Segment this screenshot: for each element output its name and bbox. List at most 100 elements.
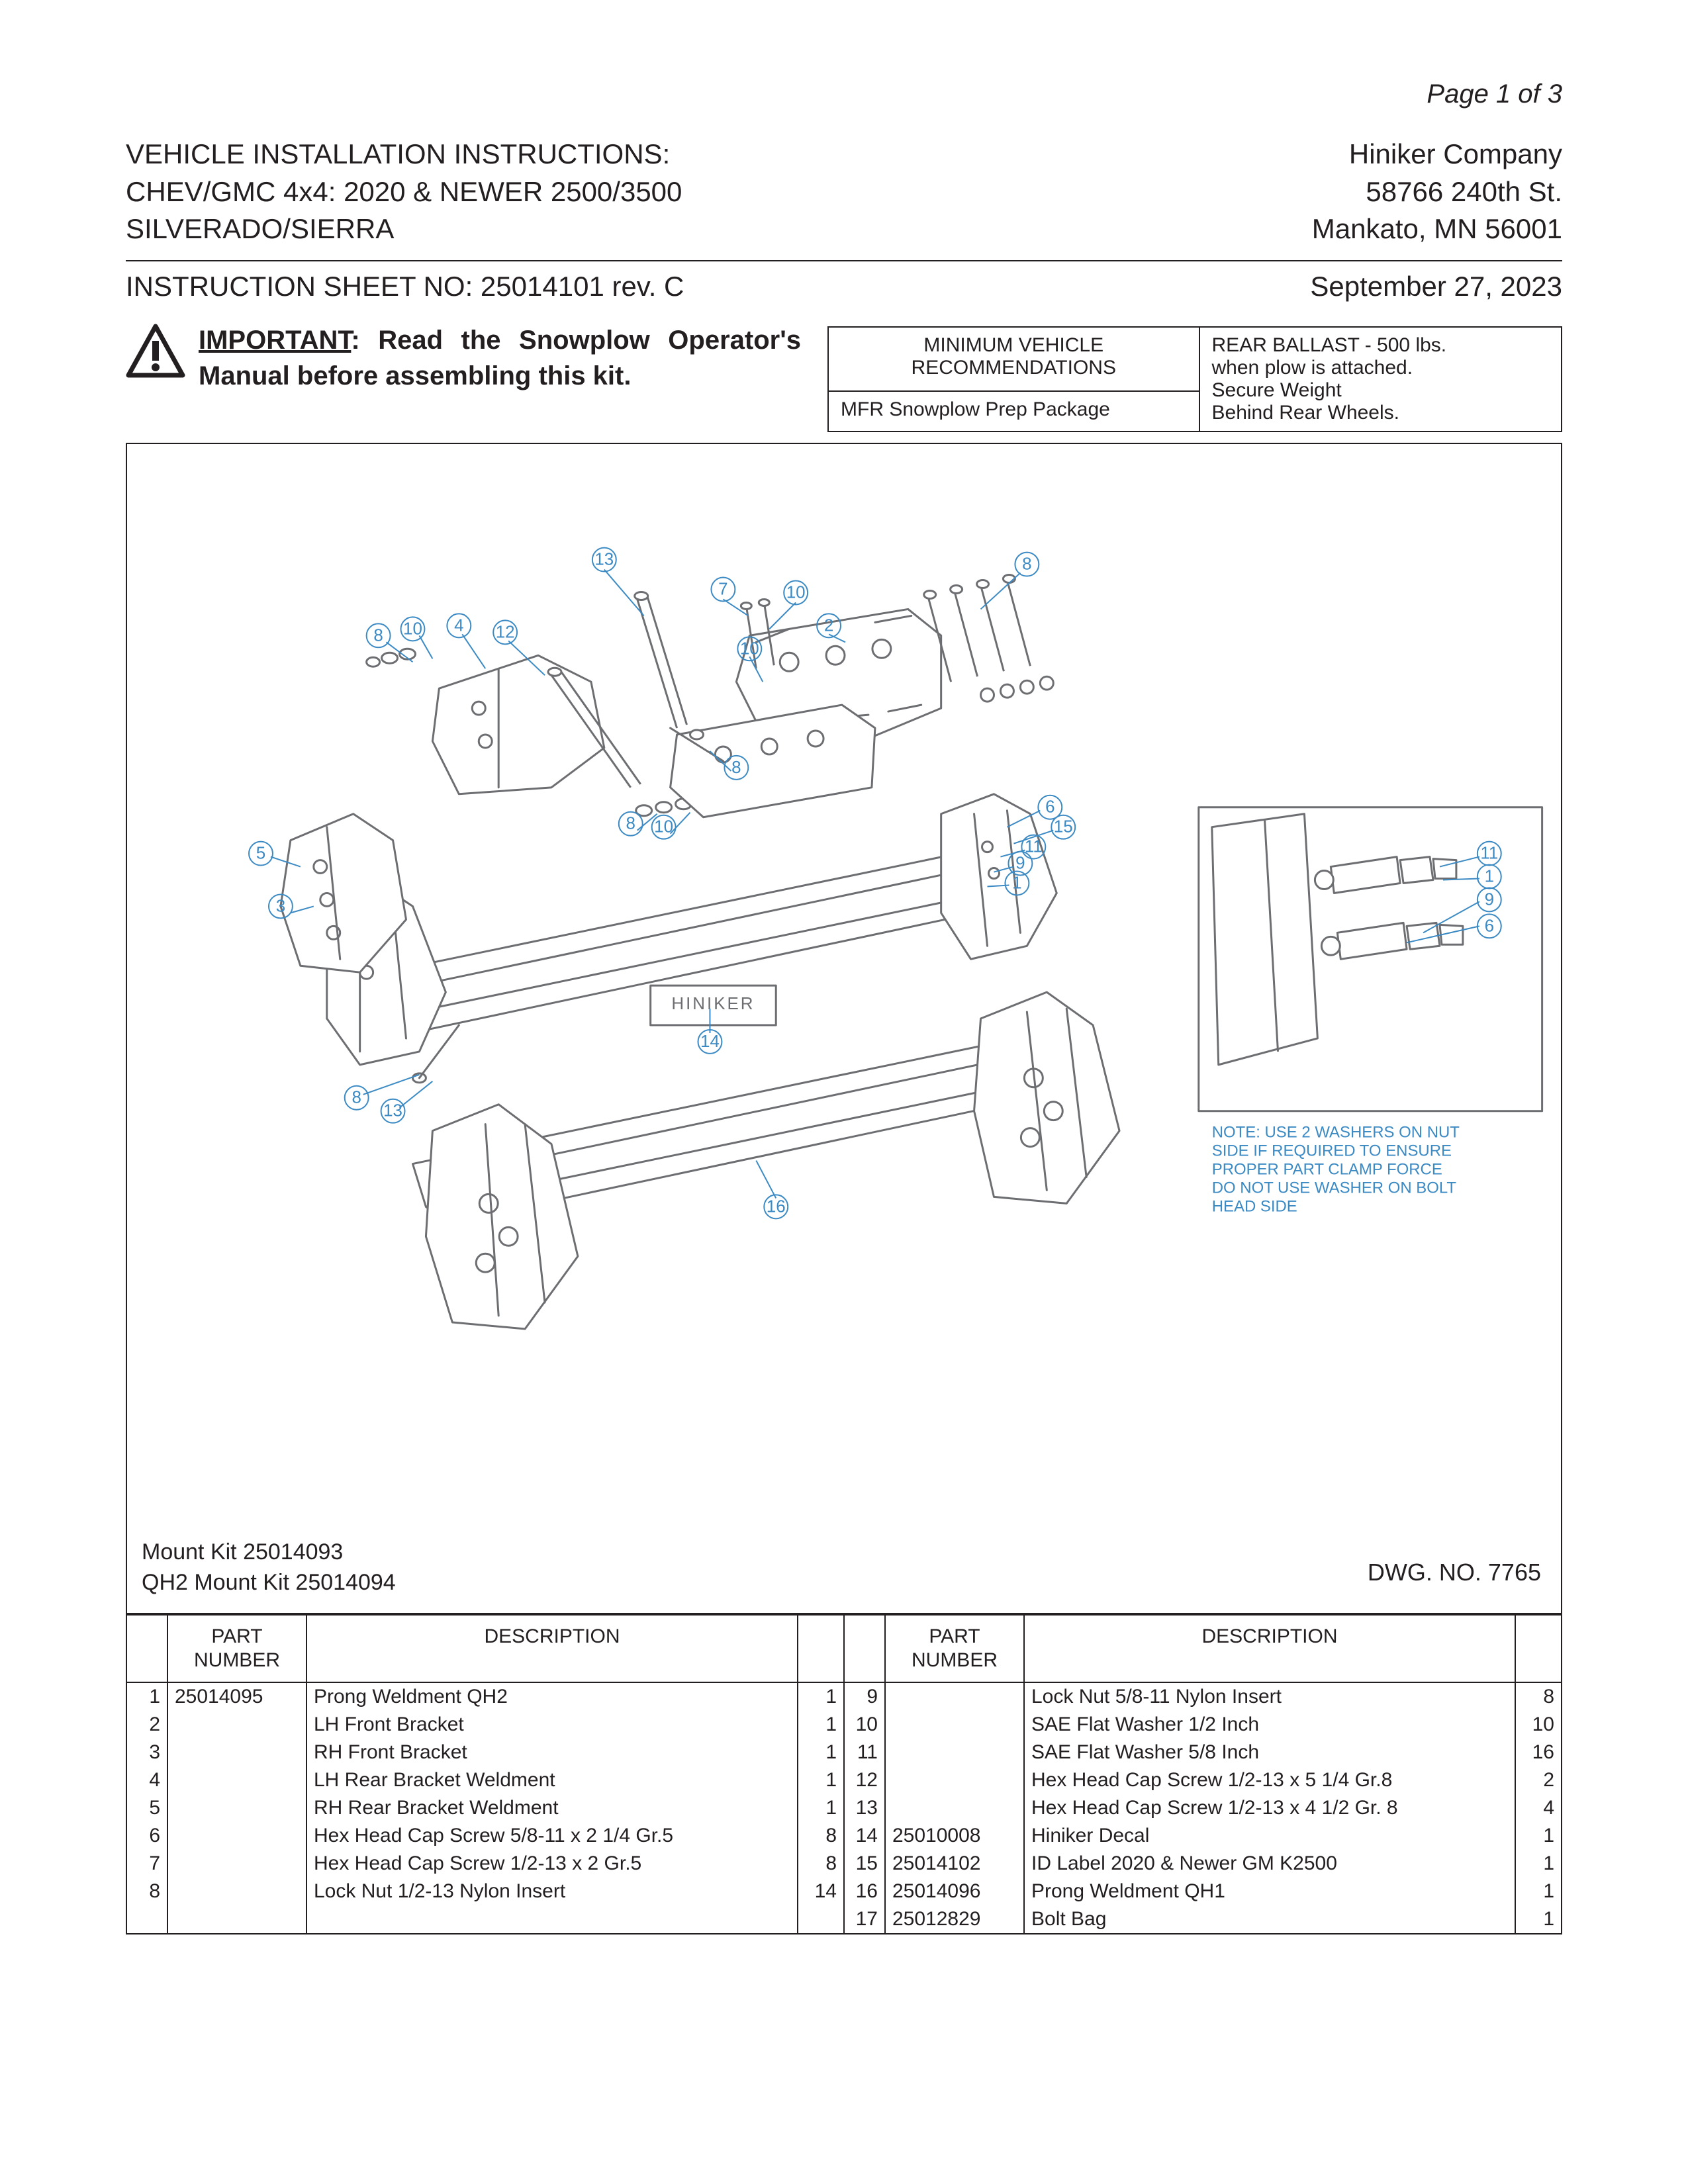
svg-text:9: 9 [1015,854,1025,873]
recommendation-table: MINIMUM VEHICLE RECOMMENDATIONS REAR BAL… [827,326,1562,432]
th-qty-l [798,1615,844,1682]
svg-text:16: 16 [767,1197,786,1216]
sheet-number: INSTRUCTION SHEET NO: 25014101 rev. C [126,271,684,302]
parts-cell: 1 [1515,1850,1562,1878]
parts-cell: 14 [844,1822,885,1850]
kit-labels: Mount Kit 25014093 QH2 Mount Kit 2501409… [142,1537,396,1598]
rec-title: MINIMUM VEHICLE RECOMMENDATIONS [828,327,1199,391]
parts-cell: 4 [126,1766,167,1794]
title-line2: CHEV/GMC 4x4: 2020 & NEWER 2500/3500 [126,173,682,211]
parts-cell: Lock Nut 5/8-11 Nylon Insert [1024,1682,1515,1711]
parts-cell: LH Front Bracket [306,1711,798,1739]
kit-line1: Mount Kit 25014093 [142,1537,396,1568]
parts-cell: Bolt Bag [1024,1905,1515,1934]
parts-cell: LH Rear Bracket Weldment [306,1766,798,1794]
th-qty-r [1515,1615,1562,1682]
svg-text:14: 14 [700,1032,720,1051]
rec-title-l2: RECOMMENDATIONS [841,357,1187,379]
parts-cell: SAE Flat Washer 1/2 Inch [1024,1711,1515,1739]
parts-cell [885,1711,1024,1739]
sheet-date: September 27, 2023 [1310,271,1562,302]
parts-cell: 25014102 [885,1850,1024,1878]
parts-cell [885,1766,1024,1794]
important-label: IMPORTANT [199,326,351,355]
parts-cell: Hiniker Decal [1024,1822,1515,1850]
ballast-l2: when plow is attached. [1212,357,1549,379]
important-text: IMPORTANT: Read the Snowplow Operator's … [199,322,801,394]
parts-cell: 9 [844,1682,885,1711]
parts-cell: 10 [1515,1711,1562,1739]
svg-text:5: 5 [256,844,265,863]
svg-text:11: 11 [1480,844,1498,863]
parts-cell [167,1766,306,1794]
parts-cell: 8 [798,1822,844,1850]
parts-cell: 1 [798,1682,844,1711]
rec-mfr: MFR Snowplow Prep Package [828,391,1199,432]
parts-cell [798,1905,844,1934]
parts-cell: 25012829 [885,1905,1024,1934]
parts-cell: 8 [126,1878,167,1905]
svg-text:1: 1 [1012,874,1021,893]
detail-note-l5: HEAD SIDE [1212,1197,1297,1215]
parts-cell: 1 [1515,1905,1562,1934]
svg-text:10: 10 [740,639,759,658]
svg-text:8: 8 [1022,555,1031,574]
exploded-diagram: HINIKER [126,443,1562,1614]
parts-cell: 1 [798,1711,844,1739]
detail-note-l2: SIDE IF REQUIRED TO ENSURE [1212,1142,1452,1160]
title-line3: SILVERADO/SIERRA [126,210,682,248]
parts-cell: 2 [1515,1766,1562,1794]
parts-cell [167,1905,306,1934]
parts-cell: RH Rear Bracket Weldment [306,1794,798,1822]
parts-cell: 8 [798,1850,844,1878]
kit-line2: QH2 Mount Kit 25014094 [142,1568,396,1598]
parts-cell: 3 [126,1739,167,1766]
parts-cell: 4 [1515,1794,1562,1822]
diagram-svg: HINIKER [127,444,1561,1613]
parts-cell [167,1878,306,1905]
header-right: Hiniker Company 58766 240th St. Mankato,… [1312,136,1562,248]
parts-cell: 2 [126,1711,167,1739]
parts-cell: 1 [126,1682,167,1711]
parts-cell: 16 [1515,1739,1562,1766]
company-addr2: Mankato, MN 56001 [1312,210,1562,248]
parts-cell: 1 [798,1766,844,1794]
svg-text:6: 6 [1045,798,1055,817]
ballast-l4: Behind Rear Wheels. [1212,402,1549,424]
parts-cell: 17 [844,1905,885,1934]
detail-note-l4: DO NOT USE WASHER ON BOLT [1212,1179,1457,1197]
th-blank [126,1615,167,1682]
parts-cell: RH Front Bracket [306,1739,798,1766]
parts-cell: 1 [798,1739,844,1766]
detail-note-l1: NOTE: USE 2 WASHERS ON NUT [1212,1124,1460,1142]
parts-cell: Lock Nut 1/2-13 Nylon Insert [306,1878,798,1905]
drawing-number: DWG. NO. 7765 [1368,1559,1541,1586]
page-number: Page 1 of 3 [126,79,1562,109]
parts-cell: 11 [844,1739,885,1766]
svg-text:2: 2 [824,616,833,635]
svg-text:10: 10 [654,818,673,837]
svg-text:8: 8 [352,1089,361,1107]
svg-text:9: 9 [1485,891,1494,909]
th-partnum-r: PARTNUMBER [885,1615,1024,1682]
parts-cell: 25010008 [885,1822,1024,1850]
detail-note-l3: PROPER PART CLAMP FORCE [1212,1161,1442,1179]
parts-cell: Hex Head Cap Screw 1/2-13 x 2 Gr.5 [306,1850,798,1878]
parts-table: PARTNUMBER DESCRIPTION PARTNUMBER DESCRI… [126,1614,1562,1934]
parts-cell: 12 [844,1766,885,1794]
parts-cell: 5 [126,1794,167,1822]
parts-cell: SAE Flat Washer 5/8 Inch [1024,1739,1515,1766]
parts-cell [885,1739,1024,1766]
parts-cell [167,1850,306,1878]
svg-text:7: 7 [718,580,727,599]
parts-cell [885,1794,1024,1822]
parts-cell [167,1739,306,1766]
parts-cell: Hex Head Cap Screw 5/8-11 x 2 1/4 Gr.5 [306,1822,798,1850]
parts-cell: 8 [1515,1682,1562,1711]
parts-cell: 10 [844,1711,885,1739]
th-desc-r: DESCRIPTION [1024,1615,1515,1682]
header-left: VEHICLE INSTALLATION INSTRUCTIONS: CHEV/… [126,136,682,248]
svg-text:13: 13 [383,1102,402,1120]
company-name: Hiniker Company [1312,136,1562,173]
parts-cell: 7 [126,1850,167,1878]
